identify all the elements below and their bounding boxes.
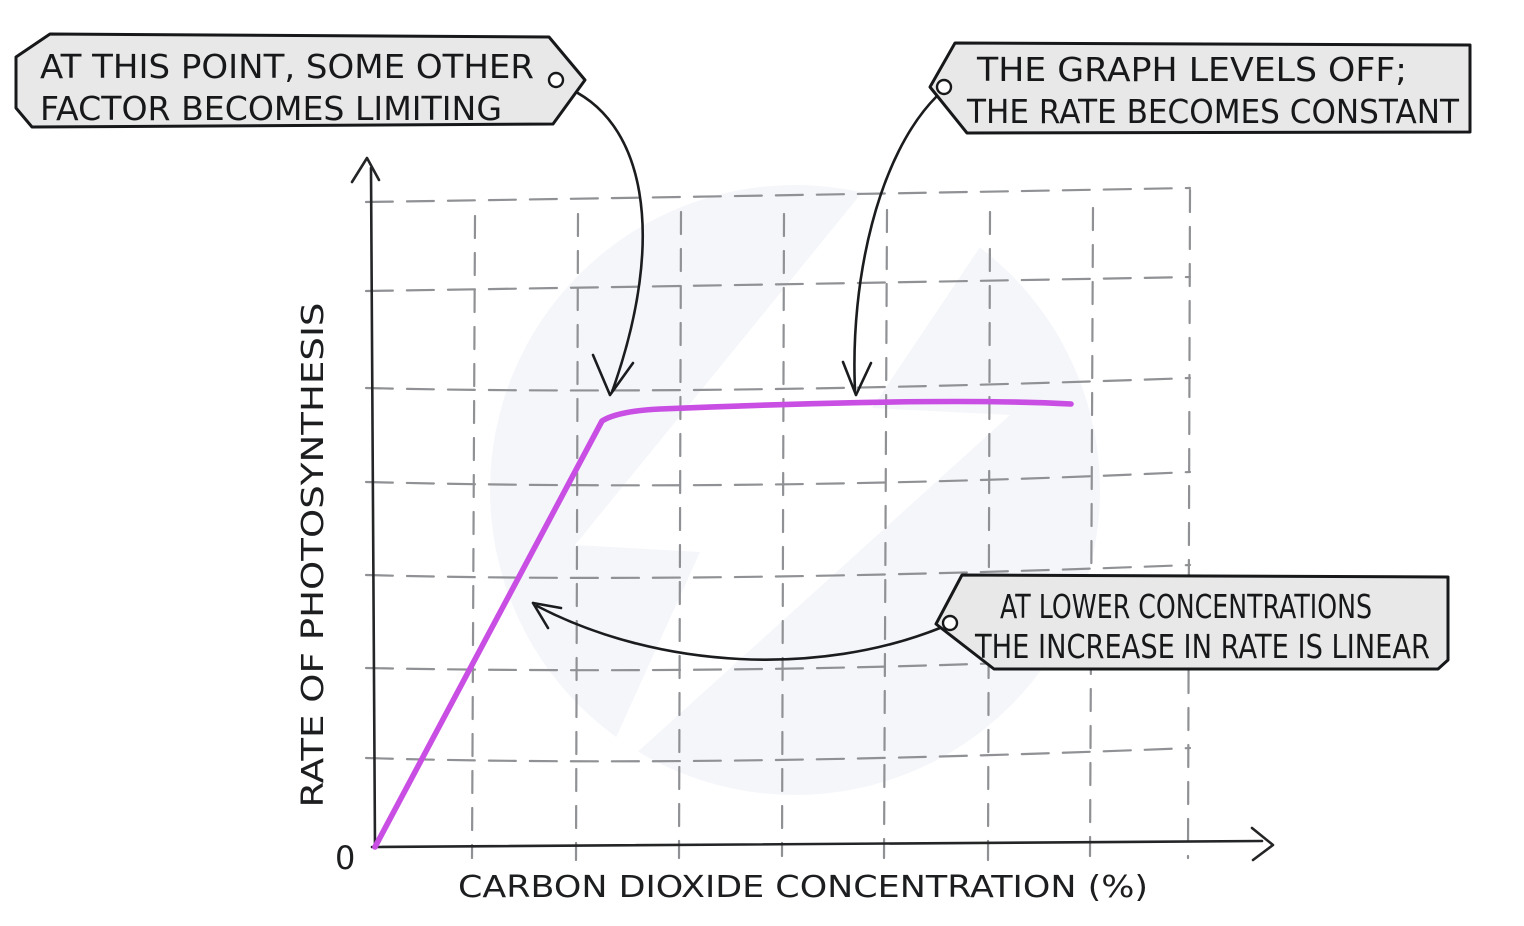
grid-vertical-line bbox=[882, 208, 889, 860]
annotation-text: THE INCREASE IN RATE IS LINEAR bbox=[974, 627, 1430, 666]
grid-horizontal-line bbox=[364, 186, 1192, 204]
x-axis bbox=[370, 839, 1264, 849]
grid-horizontal-line bbox=[364, 470, 1192, 487]
leader-arrow-levels-off bbox=[853, 94, 939, 392]
tag-grommet-icon bbox=[941, 614, 959, 632]
arrowhead-limiting-factor-icon bbox=[591, 353, 635, 397]
lightning-bolt-icon bbox=[575, 195, 1015, 795]
leader-arrows bbox=[531, 84, 942, 661]
tag-grommet-icon bbox=[547, 71, 565, 89]
grid bbox=[364, 186, 1192, 862]
grid-horizontal-line bbox=[364, 563, 1192, 579]
annotation-text: FACTOR BECOMES LIMITING bbox=[40, 89, 502, 128]
y-axis bbox=[369, 166, 377, 850]
annotation-tag-linear-region: AT LOWER CONCENTRATIONS THE INCREASE IN … bbox=[934, 573, 1450, 671]
grid-horizontal-line bbox=[364, 376, 1192, 392]
leader-arrow-linear-region bbox=[535, 604, 942, 661]
annotation-text: AT LOWER CONCENTRATIONS bbox=[1000, 587, 1372, 626]
watermark bbox=[490, 185, 1100, 795]
arrowhead-linear-region-icon bbox=[531, 601, 563, 630]
grid-horizontal-line bbox=[364, 746, 1192, 763]
tag-shape bbox=[928, 41, 1472, 135]
grid-horizontal-line bbox=[364, 275, 1192, 293]
grid-vertical-line bbox=[677, 210, 683, 860]
grid-vertical-line bbox=[470, 214, 477, 860]
annotation-text: THE RATE BECOMES CONSTANT bbox=[966, 92, 1460, 131]
grid-vertical-line bbox=[574, 212, 580, 862]
annotation-tag-levels-off: THE GRAPH LEVELS OFF; THE RATE BECOMES C… bbox=[928, 41, 1472, 135]
grid-vertical-line bbox=[780, 212, 786, 858]
grid-vertical-line bbox=[1186, 188, 1192, 860]
leader-arrow-limiting-factor bbox=[561, 84, 644, 394]
annotation-tag-limiting-factor: AT THIS POINT, SOME OTHER FACTOR BECOMES… bbox=[14, 32, 587, 129]
x-axis-label: CARBON DIOXIDE CONCENTRATION (%) bbox=[458, 870, 1148, 905]
tag-grommet-icon bbox=[935, 78, 953, 96]
x-axis-arrowhead-icon bbox=[1250, 826, 1275, 862]
grid-vertical-line bbox=[1088, 206, 1095, 858]
y-axis-label: RATE OF PHOTOSYNTHESIS bbox=[296, 303, 331, 808]
axes bbox=[350, 156, 1275, 862]
arrowhead-levels-off-icon bbox=[841, 360, 873, 397]
annotation-text: THE GRAPH LEVELS OFF; bbox=[976, 50, 1407, 89]
tag-shape bbox=[14, 32, 587, 129]
y-axis-arrowhead-icon bbox=[350, 156, 381, 184]
origin-tick-label: 0 bbox=[335, 839, 355, 877]
annotation-text: AT THIS POINT, SOME OTHER bbox=[40, 47, 534, 86]
tag-shape bbox=[934, 573, 1450, 671]
rate-curve bbox=[372, 398, 1074, 850]
grid-vertical-line bbox=[986, 210, 992, 862]
